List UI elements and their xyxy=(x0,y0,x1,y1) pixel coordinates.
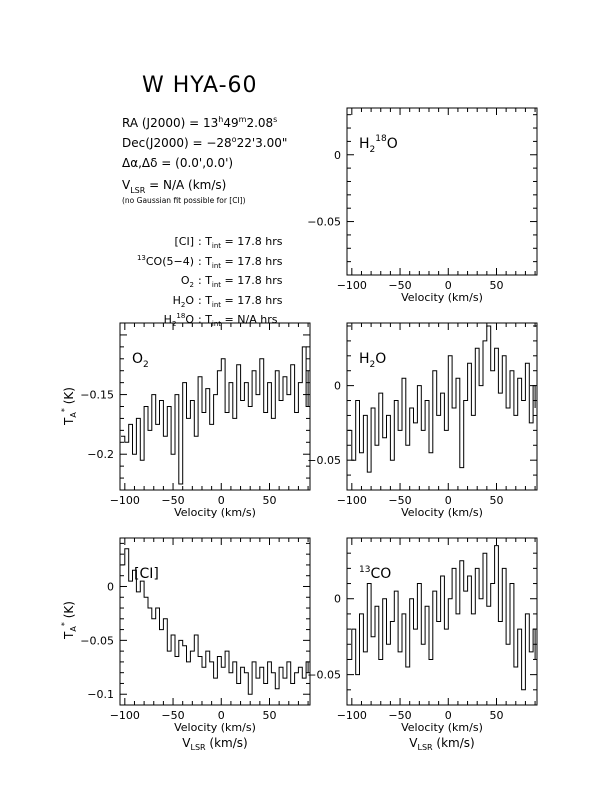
x-tick-label: −100 xyxy=(337,279,367,292)
x-tick-label: 50 xyxy=(489,279,503,292)
gaussian-note: (no Gaussian fit possible for [CI]) xyxy=(122,196,246,205)
y-tick-label: 0 xyxy=(334,149,341,162)
y-tick-label: −0.1 xyxy=(87,688,114,701)
tint-species-1: 13CO(5−4) xyxy=(137,254,194,268)
offset-line: Δα,Δδ = (0.0',0.0') xyxy=(122,156,233,170)
ra-m: m xyxy=(239,115,247,124)
panel-h218o: −100 −50 0 50 0 −0.05 Velocity (km/s) H218O xyxy=(307,107,538,304)
x-axis-label: Velocity (km/s) xyxy=(174,506,256,519)
tint-species-3: H2O xyxy=(173,294,195,309)
x-tick-label: 0 xyxy=(218,709,225,722)
ra-prefix: RA (J2000) = 13 xyxy=(122,116,218,130)
dec-rest: 22'3.00" xyxy=(237,136,288,150)
vlsr-axis-label: VLSR (km/s) xyxy=(182,736,247,752)
x-tick-label: 50 xyxy=(262,494,276,507)
vlsr-v: V xyxy=(122,178,131,192)
ra-s: s xyxy=(273,115,277,124)
tint-species-4: H218O xyxy=(164,312,195,328)
y-tick-label: −0.2 xyxy=(87,448,114,461)
plot-frame xyxy=(346,107,538,276)
tint-species-0: [CI] xyxy=(174,235,194,248)
ra-line: RA (J2000) = 13h49m2.08s xyxy=(122,115,277,130)
x-axis-label: Velocity (km/s) xyxy=(401,721,483,734)
x-tick-label: −50 xyxy=(388,279,411,292)
vlsr-axis-label: VLSR (km/s) xyxy=(409,736,474,752)
x-tick-label: −50 xyxy=(161,709,184,722)
vlsr-rest: = N/A (km/s) xyxy=(145,178,226,192)
ra-mid: 49 xyxy=(223,116,238,130)
x-tick-label: −50 xyxy=(388,709,411,722)
y-tick-label: 0 xyxy=(334,380,341,393)
x-tick-label: −100 xyxy=(110,709,140,722)
x-tick-label: 0 xyxy=(445,279,452,292)
y-tick-label: −0.05 xyxy=(80,634,114,647)
plot-frame xyxy=(346,537,538,706)
y-tick-label: −0.05 xyxy=(307,216,341,229)
y-tick-label: −0.15 xyxy=(80,389,114,402)
x-axis-label: Velocity (km/s) xyxy=(174,721,256,734)
tint-value-3: : Tint = 17.8 hrs xyxy=(198,294,283,309)
x-tick-label: 50 xyxy=(489,494,503,507)
panel-h2o: −100 −50 0 50 0 −0.05 Velocity (km/s) H2O xyxy=(307,322,538,519)
x-tick-label: 50 xyxy=(489,709,503,722)
x-tick-label: −100 xyxy=(110,494,140,507)
dec-line: Dec(J2000) = −28o22'3.00" xyxy=(122,135,287,150)
x-tick-label: −100 xyxy=(337,494,367,507)
spectrum-line xyxy=(121,346,309,485)
tint-value-2: : Tint = 17.8 hrs xyxy=(198,274,283,289)
tint-species-2: O2 xyxy=(181,274,194,289)
page-title: W HYA-60 xyxy=(142,73,258,98)
y-tick-label: −0.05 xyxy=(307,454,341,467)
x-tick-label: 0 xyxy=(445,494,452,507)
y-tick-label: −0.05 xyxy=(307,669,341,682)
spectrum-line xyxy=(348,545,536,691)
panel-o2: −100 −50 0 50 −0.15 −0.2 Velocity (km/s) O2 xyxy=(80,322,311,519)
tint-value-0: : Tint = 17.8 hrs xyxy=(198,235,283,250)
ra-h: h xyxy=(218,115,223,124)
x-tick-label: −50 xyxy=(161,494,184,507)
x-tick-label: 50 xyxy=(262,709,276,722)
x-tick-label: −100 xyxy=(337,709,367,722)
dec-o: o xyxy=(232,135,237,144)
integration-times: [CI] : Tint = 17.8 hrs 13CO(5−4) : Tint = 1… xyxy=(137,235,283,328)
spectrum-line xyxy=(348,325,536,473)
species-label: [CI] xyxy=(134,566,159,582)
outer-axis-labels: TA* (K) TA* (K) VLSR (km/s) VLSR (km/s) xyxy=(60,387,475,752)
y-axis-label: TA* (K) xyxy=(60,601,78,640)
dec-prefix: Dec(J2000) = −28 xyxy=(122,136,232,150)
species-label: 13CO xyxy=(359,565,391,582)
y-tick-label: 0 xyxy=(334,593,341,606)
vlsr-sub: LSR xyxy=(130,186,146,195)
vlsr-line: VLSR = N/A (km/s) xyxy=(122,178,226,195)
x-tick-label: −50 xyxy=(388,494,411,507)
tint-value-1: : Tint = 17.8 hrs xyxy=(198,255,283,270)
y-axis-label: TA* (K) xyxy=(60,387,78,426)
panel-ci: −100 −50 0 50 0 −0.05 −0.1 Velocity (km/s) [CI] xyxy=(80,537,311,734)
species-label: H2O xyxy=(359,351,386,370)
y-tick-label: 0 xyxy=(107,580,114,593)
tint-value-4: : Tint = N/A hrs xyxy=(198,313,278,328)
x-axis-label: Velocity (km/s) xyxy=(401,291,483,304)
ra-sec: 2.08 xyxy=(246,116,273,130)
plot-frame xyxy=(119,537,311,706)
spectrum-line xyxy=(121,548,309,695)
species-label: H218O xyxy=(359,134,398,155)
x-axis-label: Velocity (km/s) xyxy=(401,506,483,519)
plot-frame xyxy=(346,322,538,491)
x-tick-label: 0 xyxy=(445,709,452,722)
species-label: O2 xyxy=(132,351,149,370)
x-tick-label: 0 xyxy=(218,494,225,507)
panel-13co: −100 −50 0 50 0 −0.05 Velocity (km/s) 13CO xyxy=(307,537,538,734)
